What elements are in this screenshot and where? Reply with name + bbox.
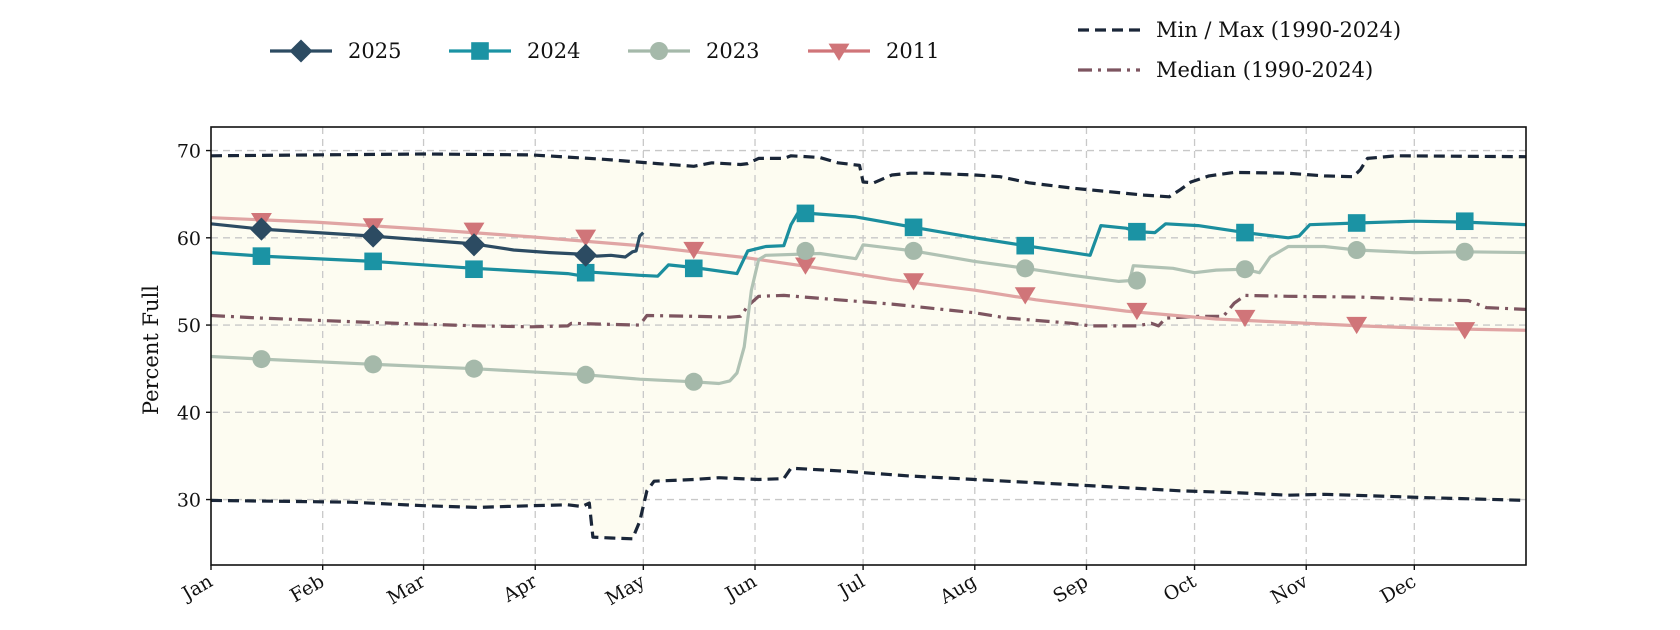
legend-label-median-1990-2024: Median (1990-2024) <box>1156 58 1373 82</box>
marker-2024-9 <box>1236 223 1254 242</box>
marker-2011-4 <box>683 241 705 260</box>
marker-2025-3 <box>574 243 598 267</box>
x-tick-label-nov: Nov <box>1267 570 1312 609</box>
marker-2023-10 <box>1347 241 1366 260</box>
marker-2024-6 <box>904 218 923 237</box>
marker-2023-5 <box>796 241 815 260</box>
legend-entry-2011: 2011 <box>808 39 939 63</box>
plot-border <box>210 126 1527 566</box>
series-line-min-max-1990-2024-max <box>210 152 1527 199</box>
y-axis-ticks: 30 40 50 60 70 <box>177 141 211 512</box>
series-line-median-1990-2024 <box>210 293 1527 329</box>
marker-2024-10 <box>1347 214 1366 232</box>
marker-2024-8 <box>1128 222 1146 241</box>
marker-2024-7 <box>1016 236 1035 255</box>
marker-2023-11 <box>1455 242 1474 261</box>
x-tick-label-dec: Dec <box>1377 570 1420 608</box>
marker-2024-5 <box>796 204 815 223</box>
marker-2023-9 <box>1235 260 1255 279</box>
y-tick-label-60: 60 <box>177 228 201 250</box>
legend-marker-2024 <box>471 42 489 60</box>
x-tick-label-apr: Apr <box>499 570 542 607</box>
marker-2011-6 <box>903 273 924 291</box>
gridlines <box>211 127 1526 565</box>
marker-2011-11 <box>1454 322 1476 340</box>
legend-label-2023: 2023 <box>706 39 759 63</box>
x-tick-label-may: May <box>602 570 649 610</box>
plot-frame <box>210 126 1527 566</box>
legend-label-2024: 2024 <box>527 39 580 63</box>
legend-label-2011: 2011 <box>886 39 939 63</box>
x-tick-label-jul: Jul <box>833 570 868 603</box>
marker-2023-4 <box>684 372 703 391</box>
x-axis-ticks: Jan Feb Mar Apr May Jun Jul Aug Sep Oct Nov Dec <box>177 565 1420 610</box>
x-tick-label-oct: Oct <box>1160 570 1201 606</box>
marker-2023-7 <box>1016 259 1035 278</box>
legend-entry-min-max-1990-2024: Min / Max (1990-2024) <box>1078 18 1401 42</box>
marker-2024-11 <box>1455 212 1474 231</box>
y-tick-label-70: 70 <box>177 141 201 163</box>
marker-2024-2 <box>465 260 483 279</box>
marker-2023-1 <box>364 355 383 374</box>
marker-2011-9 <box>1234 309 1256 328</box>
marker-2011-7 <box>1014 287 1036 305</box>
series-line-min-max-1990-2024-min <box>210 466 1527 541</box>
marker-2023-3 <box>576 365 595 384</box>
legend-entry-median-1990-2024: Median (1990-2024) <box>1078 58 1373 82</box>
marker-2023-6 <box>904 241 923 260</box>
marker-2023-0 <box>252 350 271 369</box>
legend-label-2025: 2025 <box>348 39 401 63</box>
marker-2023-8 <box>1127 271 1146 290</box>
x-tick-label-aug: Aug <box>935 570 980 609</box>
legend-entry-2025: 2025 <box>270 39 401 63</box>
legend: 2025 2024 2023 2011 Min / Max (1990-2024) Med… <box>270 18 1401 82</box>
x-tick-label-jan: Jan <box>177 570 217 606</box>
marker-2024-1 <box>364 252 382 271</box>
legend-marker-2023 <box>649 41 669 61</box>
series-markers <box>249 204 1476 391</box>
legend-marker-2025 <box>289 39 313 63</box>
marker-2011-10 <box>1346 316 1368 335</box>
marker-2024-0 <box>252 247 271 265</box>
legend-entry-2024: 2024 <box>449 39 580 63</box>
marker-2025-2 <box>462 233 486 257</box>
marker-2024-3 <box>576 263 595 282</box>
legend-entry-2023: 2023 <box>628 39 759 63</box>
marker-2011-2 <box>463 222 485 240</box>
y-tick-label-40: 40 <box>177 402 201 424</box>
min-max-band-fill <box>211 154 1526 539</box>
y-axis-label: Percent Full <box>139 285 163 415</box>
marker-2023-2 <box>464 359 484 378</box>
x-tick-label-feb: Feb <box>286 570 328 607</box>
x-tick-label-jun: Jun <box>720 570 761 606</box>
legend-marker-2011 <box>828 43 850 61</box>
x-tick-label-sep: Sep <box>1049 570 1092 607</box>
y-tick-label-30: 30 <box>177 490 201 512</box>
min-max-band <box>211 154 1526 539</box>
legend-label-min-max-1990-2024: Min / Max (1990-2024) <box>1156 18 1401 42</box>
x-tick-label-mar: Mar <box>384 570 430 609</box>
marker-2011-8 <box>1126 302 1148 321</box>
marker-2025-1 <box>361 224 385 248</box>
marker-2011-5 <box>795 257 816 275</box>
y-tick-label-50: 50 <box>177 315 201 337</box>
marker-2025-0 <box>249 217 273 241</box>
marker-2011-3 <box>575 229 597 247</box>
marker-2024-4 <box>684 259 703 278</box>
